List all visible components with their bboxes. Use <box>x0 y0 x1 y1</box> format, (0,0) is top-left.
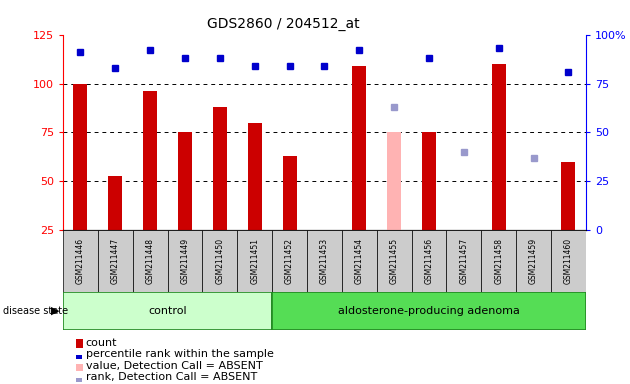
Text: ▶: ▶ <box>51 306 60 316</box>
Bar <box>561 162 575 230</box>
Bar <box>143 91 157 230</box>
Bar <box>272 292 586 330</box>
Text: aldosterone-producing adenoma: aldosterone-producing adenoma <box>338 306 520 316</box>
Bar <box>133 230 168 292</box>
Bar <box>248 123 261 230</box>
Bar <box>527 230 541 270</box>
Bar <box>516 230 551 292</box>
Bar <box>238 230 272 292</box>
Text: GSM211457: GSM211457 <box>459 238 468 284</box>
Bar <box>283 156 297 230</box>
Bar <box>492 64 506 230</box>
Text: rank, Detection Call = ABSENT: rank, Detection Call = ABSENT <box>86 372 257 382</box>
Bar <box>98 230 133 292</box>
Bar <box>551 230 586 292</box>
Bar <box>108 175 122 230</box>
Text: disease state: disease state <box>3 306 68 316</box>
Bar <box>447 230 481 292</box>
Text: GSM211446: GSM211446 <box>76 238 85 284</box>
Bar <box>74 84 88 230</box>
Bar <box>481 230 516 292</box>
Text: GSM211458: GSM211458 <box>495 238 503 284</box>
Text: percentile rank within the sample: percentile rank within the sample <box>86 349 273 359</box>
Bar <box>63 292 272 330</box>
Bar <box>387 132 401 230</box>
Text: GSM211452: GSM211452 <box>285 238 294 284</box>
Text: control: control <box>148 306 187 316</box>
Text: GSM211451: GSM211451 <box>250 238 259 284</box>
Bar <box>307 230 342 292</box>
Text: GSM211456: GSM211456 <box>425 238 433 284</box>
Bar <box>213 107 227 230</box>
Text: GSM211449: GSM211449 <box>181 238 190 284</box>
Text: GSM211453: GSM211453 <box>320 238 329 284</box>
Text: GSM211459: GSM211459 <box>529 238 538 284</box>
Text: GSM211455: GSM211455 <box>390 238 399 284</box>
Text: count: count <box>86 338 117 348</box>
Bar <box>202 230 238 292</box>
Bar <box>178 132 192 230</box>
Text: GSM211460: GSM211460 <box>564 238 573 284</box>
Text: value, Detection Call = ABSENT: value, Detection Call = ABSENT <box>86 361 263 371</box>
Text: GSM211448: GSM211448 <box>146 238 154 284</box>
Text: GSM211454: GSM211454 <box>355 238 364 284</box>
Bar <box>352 66 366 230</box>
Bar <box>411 230 447 292</box>
Text: GSM211447: GSM211447 <box>111 238 120 284</box>
Bar <box>342 230 377 292</box>
Bar <box>422 132 436 230</box>
Bar <box>377 230 411 292</box>
Bar <box>168 230 202 292</box>
Bar <box>63 230 98 292</box>
Text: GDS2860 / 204512_at: GDS2860 / 204512_at <box>207 17 360 31</box>
Text: GSM211450: GSM211450 <box>215 238 224 284</box>
Bar <box>457 230 471 266</box>
Bar <box>272 230 307 292</box>
